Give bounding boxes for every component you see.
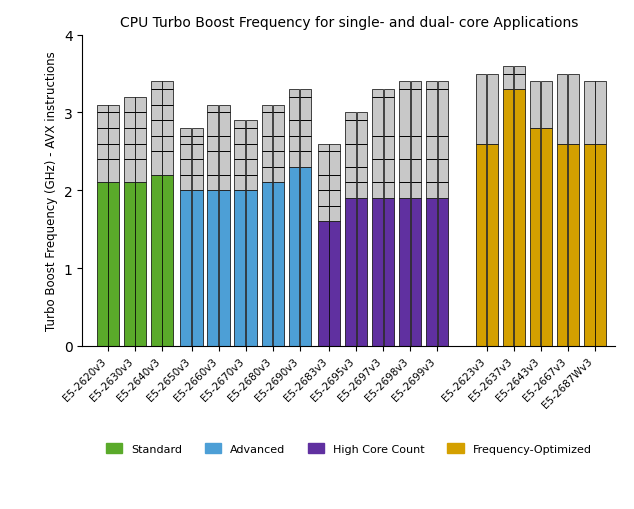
Bar <box>514 67 525 90</box>
Bar <box>487 145 498 346</box>
Bar <box>437 199 448 346</box>
Y-axis label: Turbo Boost Frequency (GHz) - AVX instructions: Turbo Boost Frequency (GHz) - AVX instru… <box>45 51 58 330</box>
Bar <box>246 121 257 191</box>
Bar <box>356 199 367 346</box>
Bar <box>330 145 340 222</box>
Bar <box>219 191 230 346</box>
Bar <box>97 183 108 346</box>
Bar <box>181 129 191 191</box>
Bar <box>529 82 540 129</box>
Bar <box>384 199 394 346</box>
Bar <box>476 74 486 145</box>
Bar <box>411 199 422 346</box>
Bar <box>426 82 437 199</box>
Bar <box>584 82 595 145</box>
Bar <box>273 105 284 183</box>
Bar <box>151 82 162 175</box>
Bar <box>399 199 410 346</box>
Bar <box>235 191 245 346</box>
Bar <box>135 183 146 346</box>
Bar <box>541 129 552 346</box>
Bar <box>151 175 162 346</box>
Bar <box>568 145 579 346</box>
Bar <box>503 67 514 90</box>
Bar <box>529 129 540 346</box>
Bar <box>108 183 119 346</box>
Title: CPU Turbo Boost Frequency for single- and dual- core Applications: CPU Turbo Boost Frequency for single- an… <box>120 16 578 31</box>
Bar <box>219 105 230 191</box>
Bar <box>273 183 284 346</box>
Bar <box>557 145 567 346</box>
Bar <box>97 105 108 183</box>
Bar <box>162 175 173 346</box>
Bar <box>356 113 367 199</box>
Bar <box>207 191 218 346</box>
Bar <box>108 105 119 183</box>
Bar <box>345 199 356 346</box>
Bar <box>288 167 299 346</box>
Bar <box>300 90 311 167</box>
Bar <box>345 113 356 199</box>
Bar <box>318 145 329 222</box>
Bar <box>372 90 383 199</box>
Bar <box>568 74 579 145</box>
Bar <box>541 82 552 129</box>
Legend: Standard, Advanced, High Core Count, Frequency-Optimized: Standard, Advanced, High Core Count, Fre… <box>101 439 596 459</box>
Bar <box>192 129 203 191</box>
Bar <box>514 90 525 346</box>
Bar <box>288 90 299 167</box>
Bar <box>318 222 329 346</box>
Bar <box>124 183 134 346</box>
Bar <box>411 82 422 199</box>
Bar <box>300 167 311 346</box>
Bar <box>124 98 134 183</box>
Bar <box>503 90 514 346</box>
Bar <box>384 90 394 199</box>
Bar <box>192 191 203 346</box>
Bar <box>584 145 595 346</box>
Bar <box>235 121 245 191</box>
Bar <box>487 74 498 145</box>
Bar <box>330 222 340 346</box>
Bar <box>135 98 146 183</box>
Bar <box>557 74 567 145</box>
Bar <box>426 199 437 346</box>
Bar <box>162 82 173 175</box>
Bar <box>262 183 273 346</box>
Bar <box>262 105 273 183</box>
Bar <box>207 105 218 191</box>
Bar <box>595 145 606 346</box>
Bar <box>476 145 486 346</box>
Bar <box>181 191 191 346</box>
Bar <box>399 82 410 199</box>
Bar <box>372 199 383 346</box>
Bar <box>595 82 606 145</box>
Bar <box>437 82 448 199</box>
Bar <box>246 191 257 346</box>
